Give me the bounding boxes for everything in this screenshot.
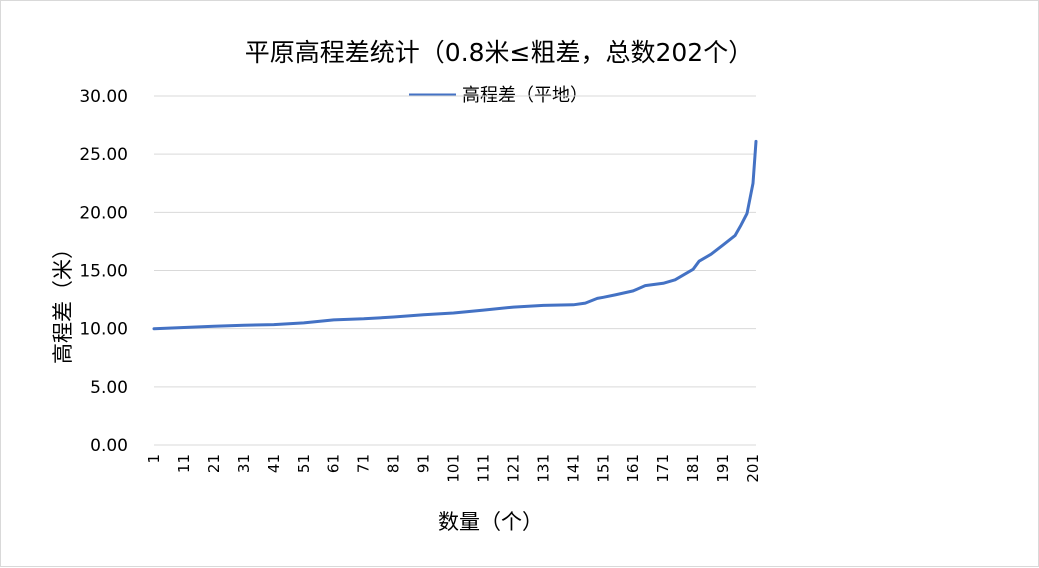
x-tick-label: 131 (534, 454, 552, 483)
chart-title: 平原高程差统计（0.8米≤粗差，总数202个） (245, 38, 753, 67)
x-tick-label: 1 (145, 454, 163, 464)
gridlines (154, 95, 756, 446)
x-tick-label: 141 (564, 454, 582, 483)
y-tick-label: 10.00 (79, 320, 128, 340)
x-tick-label: 121 (504, 454, 522, 483)
y-tick-label: 5.00 (90, 378, 128, 398)
x-tick-label: 201 (744, 454, 762, 483)
x-tick-label: 81 (385, 454, 403, 473)
series-line (152, 139, 758, 331)
x-tick-label: 51 (295, 454, 313, 473)
x-tick-label: 171 (654, 454, 672, 483)
x-tick-label: 111 (474, 454, 492, 483)
y-tick-label: 25.00 (79, 145, 128, 165)
x-tick-label: 41 (265, 454, 283, 473)
x-tick-label: 191 (714, 454, 732, 483)
y-tick-label: 20.00 (79, 203, 128, 223)
series-layer (152, 139, 758, 331)
y-axis-ticks: 0.00 5.00 10.00 15.00 20.00 25.00 30.00 (79, 87, 128, 456)
y-tick-label: 15.00 (79, 262, 128, 282)
y-axis-label: 高程差（米） (51, 238, 75, 364)
x-tick-label: 21 (205, 454, 223, 473)
x-axis-ticks: 1 11 21 31 41 51 61 71 81 91 101 111 121 131 141 151 161… (145, 454, 762, 483)
x-tick-label: 161 (624, 454, 642, 483)
x-tick-label: 101 (445, 454, 463, 483)
x-tick-label: 71 (355, 454, 373, 473)
x-tick-label: 181 (684, 454, 702, 483)
x-tick-label: 11 (175, 454, 193, 473)
x-tick-label: 91 (415, 454, 433, 473)
y-tick-label: 30.00 (79, 87, 128, 107)
x-tick-label: 61 (325, 454, 343, 473)
x-tick-label: 31 (235, 454, 253, 473)
y-tick-label: 0.00 (90, 436, 128, 456)
x-axis-label: 数量（个） (438, 510, 543, 534)
x-tick-label: 151 (594, 454, 612, 483)
